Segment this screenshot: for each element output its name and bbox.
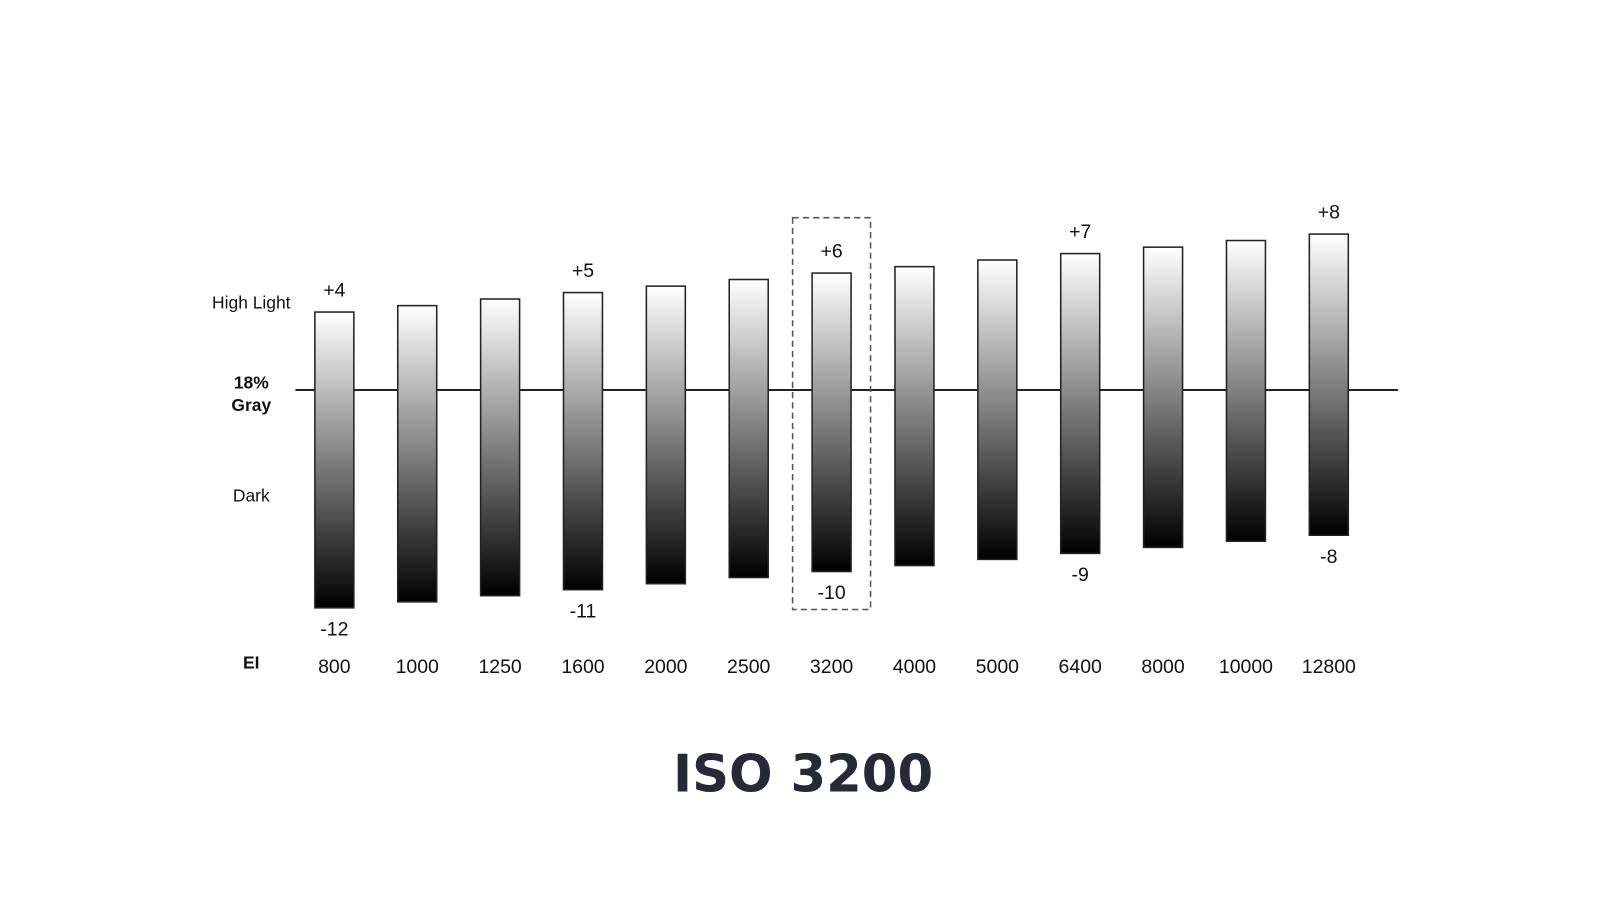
high-value-label: +7 — [1069, 221, 1091, 243]
dark-value-label: -9 — [1072, 564, 1089, 586]
range-bar — [1308, 233, 1350, 537]
x-tick-label: 12800 — [1302, 656, 1356, 678]
x-tick-label: 1600 — [561, 656, 604, 678]
range-bar — [977, 259, 1018, 561]
x-tick-label: 3200 — [810, 656, 853, 678]
x-tick-label: 8000 — [1141, 656, 1184, 678]
range-bar — [1142, 246, 1184, 549]
high-label: High Light — [212, 292, 291, 312]
chart-title: ISO 3200 — [673, 745, 933, 805]
dark-value-label: -10 — [818, 582, 846, 604]
x-tick-label: 1250 — [478, 656, 521, 678]
x-tick-label: 6400 — [1059, 656, 1102, 678]
highlight-box — [791, 216, 872, 611]
range-bar — [562, 291, 604, 591]
x-tick-label: 5000 — [976, 656, 1019, 678]
mid-label: 18% — [234, 372, 269, 392]
dark-value-label: -12 — [320, 619, 348, 641]
range-bar — [894, 265, 935, 567]
high-value-label: +4 — [323, 280, 345, 302]
dark-value-label: -11 — [570, 600, 597, 622]
low-label: Dark — [233, 485, 270, 505]
high-value-label: +8 — [1318, 202, 1340, 224]
dark-value-label: -8 — [1320, 546, 1337, 568]
mid-label: Gray — [231, 395, 271, 415]
x-tick-label: 1000 — [396, 656, 439, 678]
range-bar — [1059, 252, 1101, 555]
high-value-label: +6 — [820, 241, 842, 263]
high-value-label: +5 — [572, 260, 594, 282]
range-bar — [1225, 239, 1267, 542]
x-tick-label: 4000 — [893, 656, 936, 678]
range-bar — [728, 278, 769, 579]
x-tick-label: 10000 — [1219, 656, 1273, 678]
x-label: EI — [243, 652, 259, 672]
x-tick-label: 2500 — [727, 656, 770, 678]
range-bar — [314, 311, 355, 609]
range-bar — [396, 304, 438, 603]
x-tick-label: 2000 — [644, 656, 687, 678]
range-bar — [479, 298, 521, 597]
range-bar — [645, 285, 687, 585]
x-tick-label: 800 — [318, 656, 351, 678]
range-bar — [811, 272, 852, 573]
